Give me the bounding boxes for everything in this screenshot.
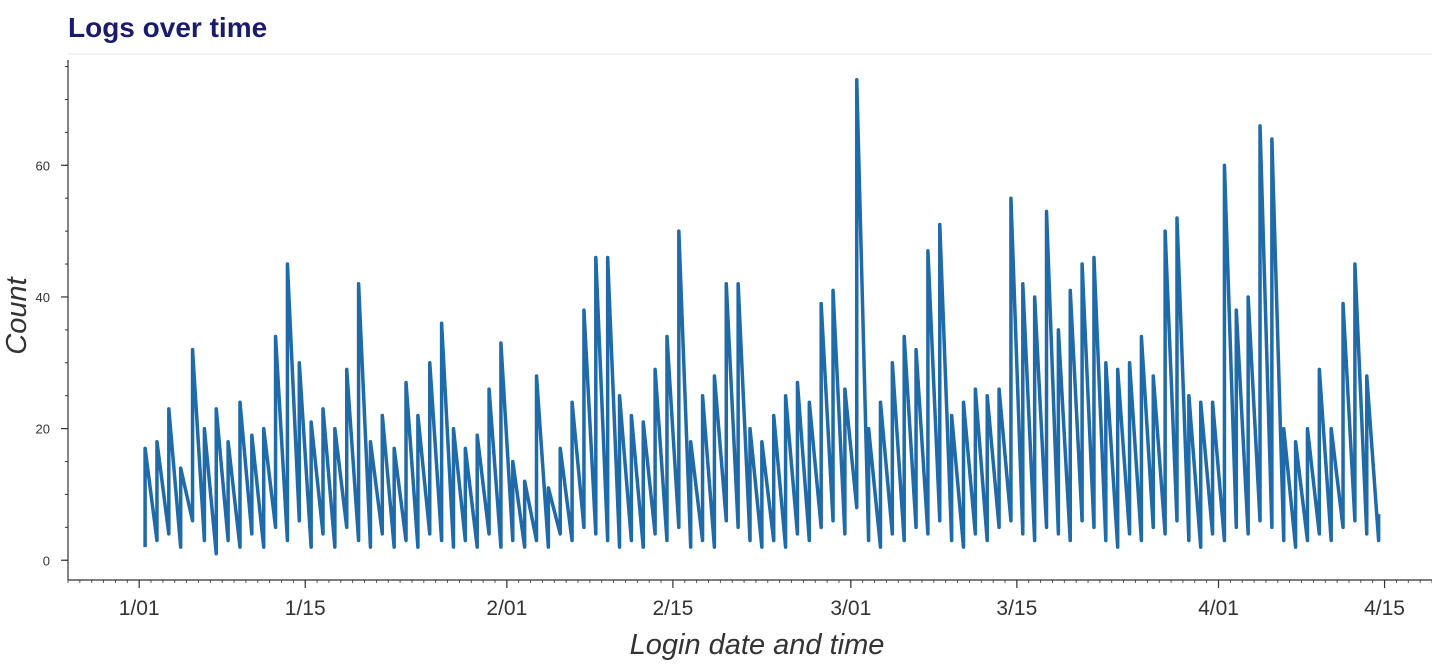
series-line bbox=[143, 77, 1381, 556]
x-tick-label: 3/15 bbox=[996, 597, 1037, 620]
series-layer bbox=[143, 77, 1381, 556]
x-tick-label: 1/01 bbox=[119, 597, 160, 620]
chart-title: Logs over time bbox=[68, 12, 268, 43]
x-axis: 1/01 1/15 2/01 2/15 3/01 3/15 4/01 4/15 bbox=[67, 579, 1432, 620]
x-tick-label: 2/15 bbox=[652, 597, 693, 620]
x-tick-label: 1/15 bbox=[285, 597, 326, 620]
y-axis-title: Count bbox=[1, 275, 33, 354]
x-tick-label: 3/01 bbox=[830, 597, 871, 620]
y-tick-label: 20 bbox=[36, 422, 50, 437]
y-axis: 0 20 40 60 bbox=[36, 60, 69, 580]
x-tick-label: 4/01 bbox=[1198, 597, 1239, 620]
x-axis-title: Login date and time bbox=[630, 629, 885, 661]
y-tick-label: 60 bbox=[36, 158, 50, 173]
x-tick-label: 2/01 bbox=[486, 597, 527, 620]
y-tick-label: 0 bbox=[43, 553, 50, 568]
x-tick-label: 4/15 bbox=[1364, 597, 1405, 620]
y-tick-label: 40 bbox=[36, 290, 50, 305]
